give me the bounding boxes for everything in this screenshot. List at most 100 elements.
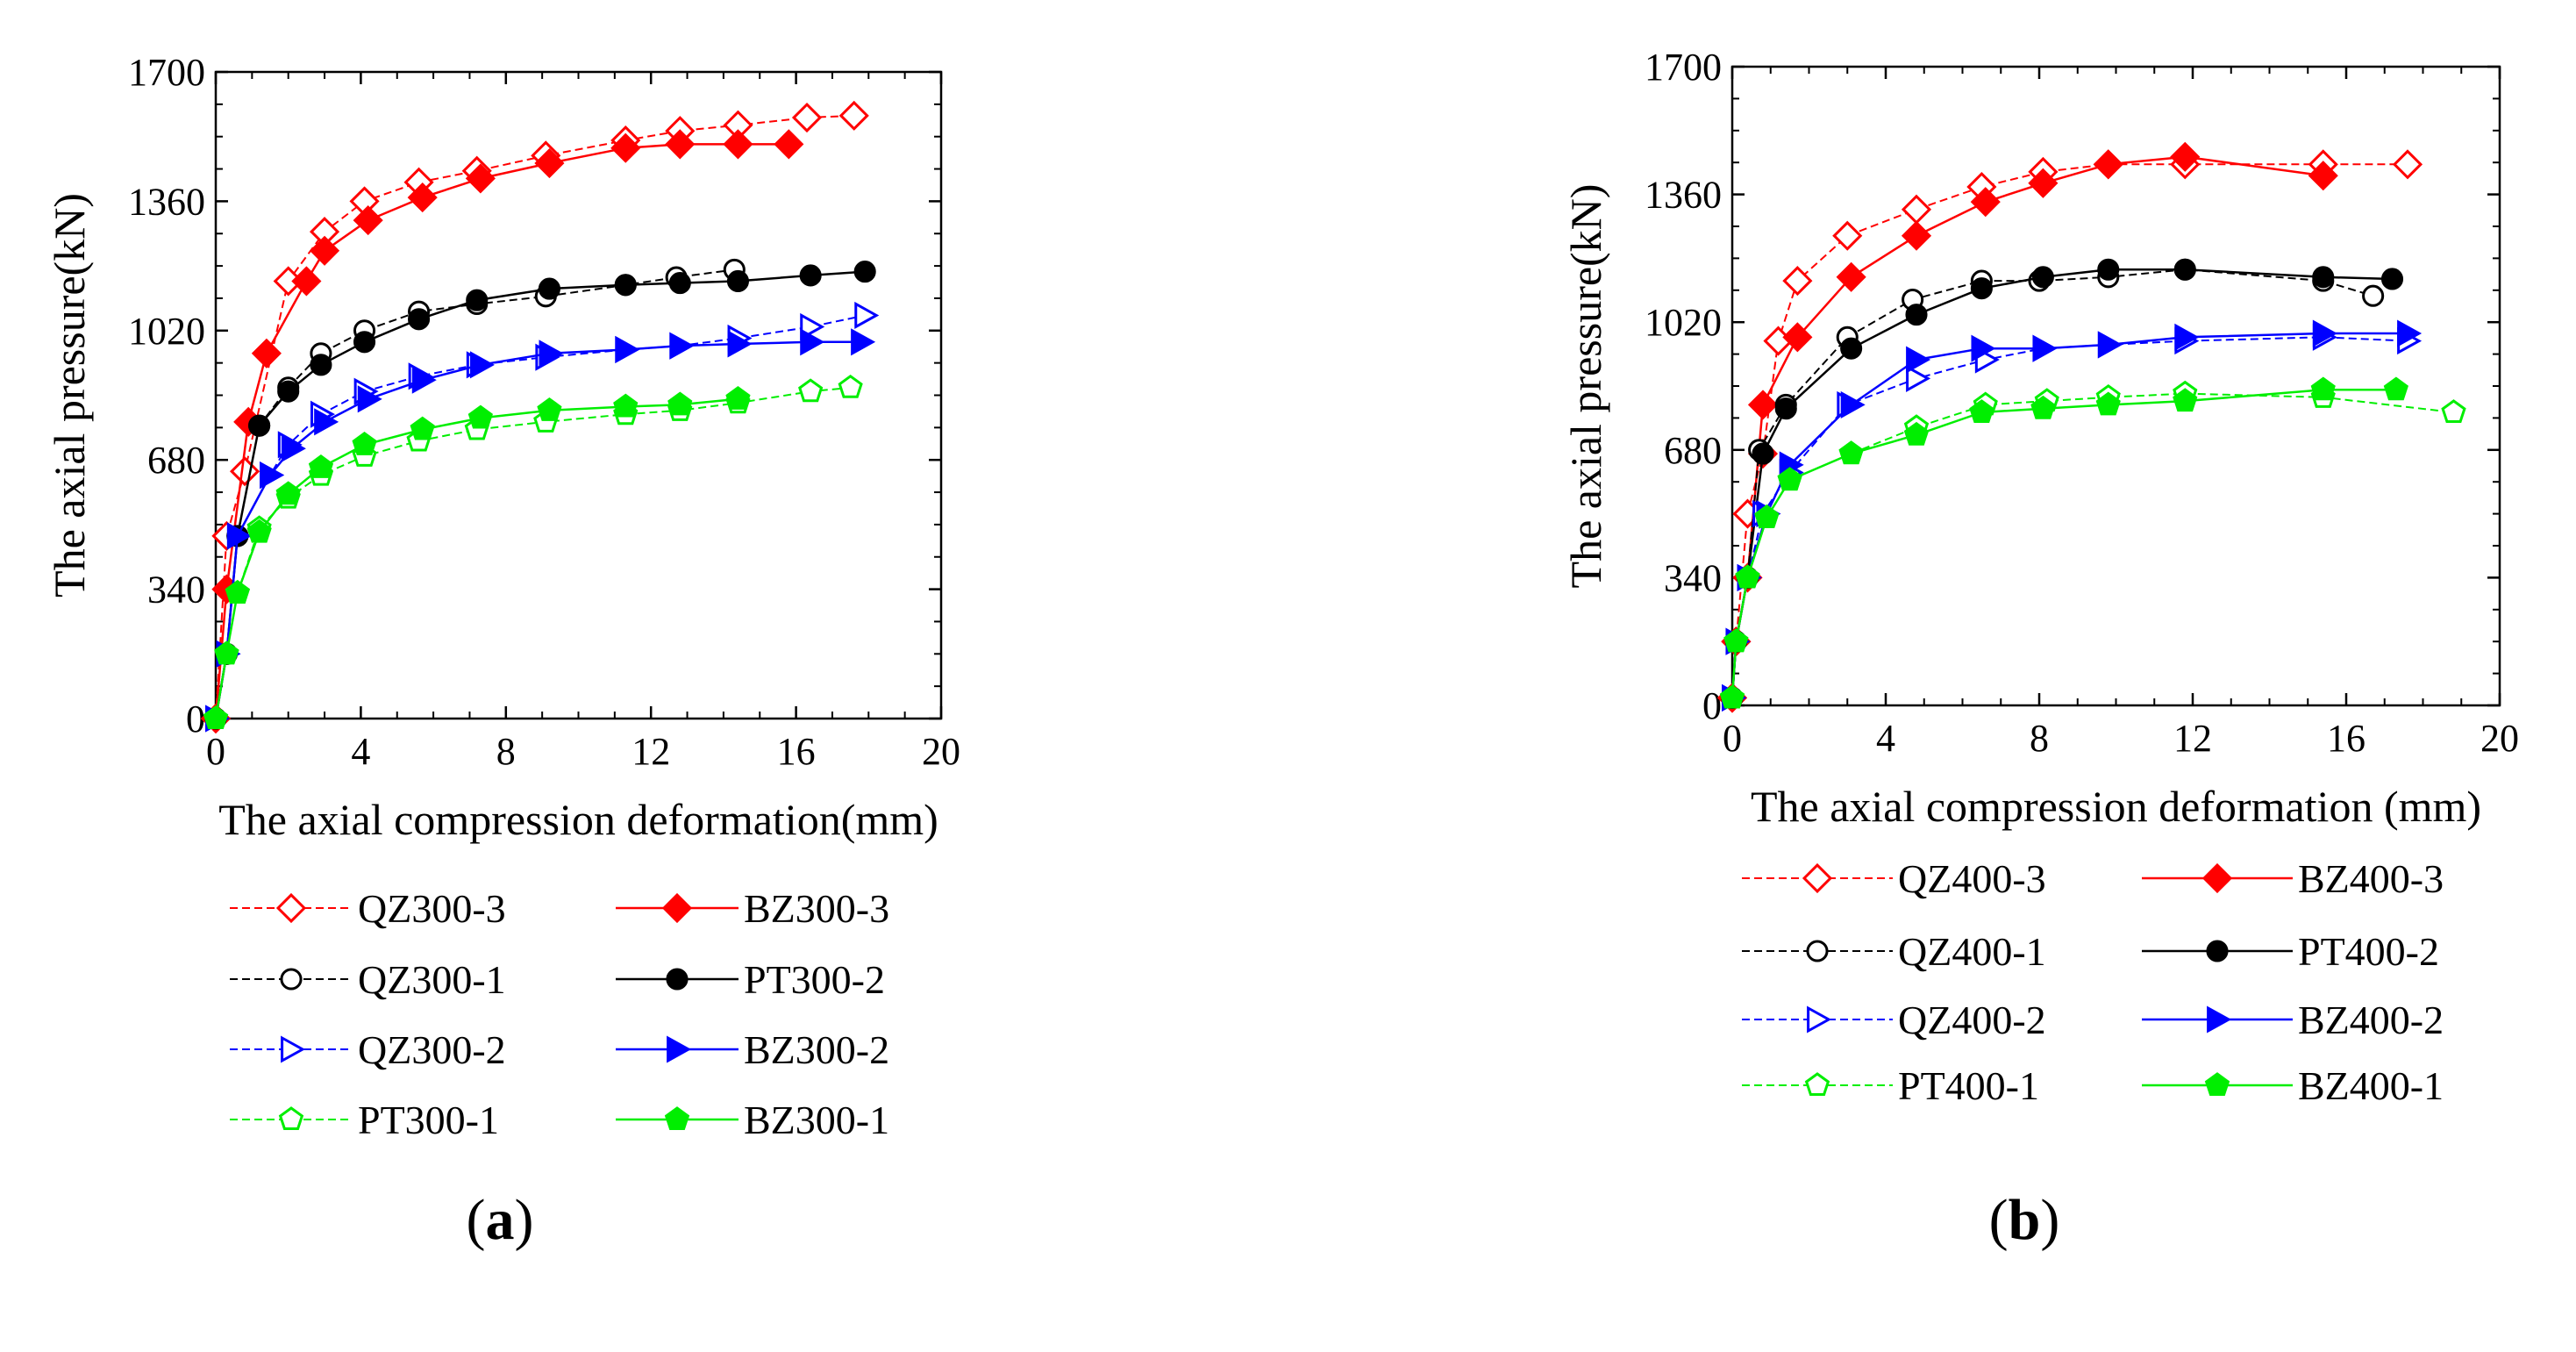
data-point	[1754, 504, 1780, 528]
data-point	[798, 378, 824, 403]
legend-label-bz300-2: BZ300-2	[744, 1027, 889, 1072]
y-tick-label: 1360	[128, 180, 205, 223]
x-axis-label: The axial compression deformation(mm)	[218, 795, 938, 844]
data-point	[251, 338, 282, 368]
data-point	[667, 391, 693, 416]
data-point	[203, 705, 229, 729]
data-point	[226, 522, 252, 550]
series-bz300-2	[205, 328, 876, 733]
data-point	[1752, 442, 1774, 465]
legend-marker-qz300-1	[280, 968, 303, 991]
series-bz400-2	[1722, 319, 2423, 712]
series-pt400-2	[1721, 258, 2404, 709]
series-pt300-1	[203, 374, 863, 729]
x-tick-label: 20	[922, 730, 960, 773]
data-point	[469, 351, 495, 379]
data-point	[2097, 331, 2123, 359]
panel-caption: (b)	[1989, 1188, 2060, 1252]
data-point	[2032, 334, 2058, 362]
legend-label-pt400-1: PT400-1	[1898, 1063, 2039, 1108]
data-point	[534, 147, 565, 179]
data-point	[1906, 364, 1931, 392]
legend-label-pt400-2: PT400-2	[2298, 929, 2439, 974]
data-point	[310, 354, 332, 376]
x-tick-label: 4	[351, 730, 370, 773]
legend-marker-bz400-3	[2201, 862, 2233, 894]
series-bz400-1	[1719, 376, 2408, 709]
data-point	[1836, 261, 1866, 292]
data-point	[1719, 684, 1745, 709]
data-point	[407, 182, 438, 213]
legend-marker-qz400-1	[1806, 940, 1829, 962]
data-point	[2392, 149, 2423, 180]
data-point	[410, 416, 435, 440]
data-point	[260, 461, 285, 490]
y-tick-label: 1020	[1645, 301, 1722, 344]
legend-label-bz400-2: BZ400-2	[2298, 998, 2444, 1042]
legend-label-pt300-1: PT300-1	[358, 1098, 499, 1142]
data-point	[838, 100, 869, 131]
data-point	[615, 335, 640, 364]
x-tick-label: 20	[2480, 717, 2519, 760]
data-point	[2383, 376, 2408, 401]
series-line-pt300-2	[214, 270, 866, 719]
data-point	[277, 380, 300, 403]
data-point	[230, 456, 260, 487]
data-point	[1774, 397, 1797, 420]
x-tick-label: 12	[632, 730, 670, 773]
data-point	[2173, 258, 2196, 281]
data-point	[2093, 149, 2123, 180]
data-point	[854, 301, 880, 330]
data-point	[800, 328, 825, 356]
x-tick-label: 12	[2173, 717, 2212, 760]
data-point	[539, 340, 564, 368]
legend-marker-pt400-1	[1804, 1072, 1830, 1096]
data-point	[610, 132, 641, 163]
data-point	[1906, 346, 1931, 374]
data-point	[2441, 399, 2466, 423]
y-axis-label: The axial pressure(kN)	[1561, 184, 1610, 589]
data-point	[1723, 628, 1749, 653]
panel-a: 0 340 680 1020 1360 1700 0 4 8 12 16 20 The axial co…	[45, 51, 960, 1252]
legend-marker-bz400-1	[2204, 1072, 2230, 1096]
legend-marker-qz300-2	[281, 1035, 306, 1063]
y-tick-label: 0	[186, 697, 205, 740]
x-tick-label: 8	[2030, 717, 2049, 760]
data-point	[1777, 467, 1802, 491]
series-line-pt300-1	[215, 386, 851, 719]
series-line-bz400-1	[1730, 389, 2396, 698]
y-tick-label: 1360	[1645, 174, 1722, 217]
data-point	[2310, 376, 2336, 401]
x-tick-label: 4	[1876, 717, 1895, 760]
data-point	[357, 385, 382, 413]
panel-b: 0 340 680 1020 1360 1700 0 4 8 12 16 20 The axial co…	[1561, 46, 2519, 1252]
data-point	[2174, 323, 2200, 351]
legend-marker-bz300-1	[664, 1106, 690, 1130]
data-point	[726, 269, 749, 292]
series-line-qz300-2	[215, 314, 866, 719]
legend-label-qz400-3: QZ400-3	[1898, 856, 2046, 901]
legend-marker-qz300-3	[275, 892, 307, 924]
legend-marker-qz400-3	[1802, 862, 1833, 894]
data-point	[1970, 277, 1993, 300]
y-tick-label: 340	[147, 569, 205, 612]
data-point	[727, 330, 753, 358]
data-point	[799, 264, 822, 287]
data-point	[275, 481, 301, 505]
data-point	[1840, 337, 1863, 360]
data-point	[2312, 319, 2337, 347]
y-tick-label: 680	[147, 439, 205, 482]
data-point	[791, 102, 823, 133]
legend-label-bz400-3: BZ400-3	[2298, 856, 2444, 901]
data-point	[1782, 322, 1813, 353]
legend-label-qz300-1: QZ300-1	[358, 957, 506, 1002]
series-line-pt400-1	[1731, 392, 2454, 698]
legend-label-bz400-1: BZ400-1	[2298, 1063, 2444, 1108]
data-point	[465, 163, 496, 194]
data-point	[1840, 390, 1866, 418]
data-point	[353, 205, 383, 236]
data-point	[411, 366, 437, 394]
data-point	[537, 397, 562, 421]
legend: QZ400-3 BZ400-3 QZ400-1 PT400-2 QZ400-2 BZ400…	[1742, 856, 2444, 1108]
